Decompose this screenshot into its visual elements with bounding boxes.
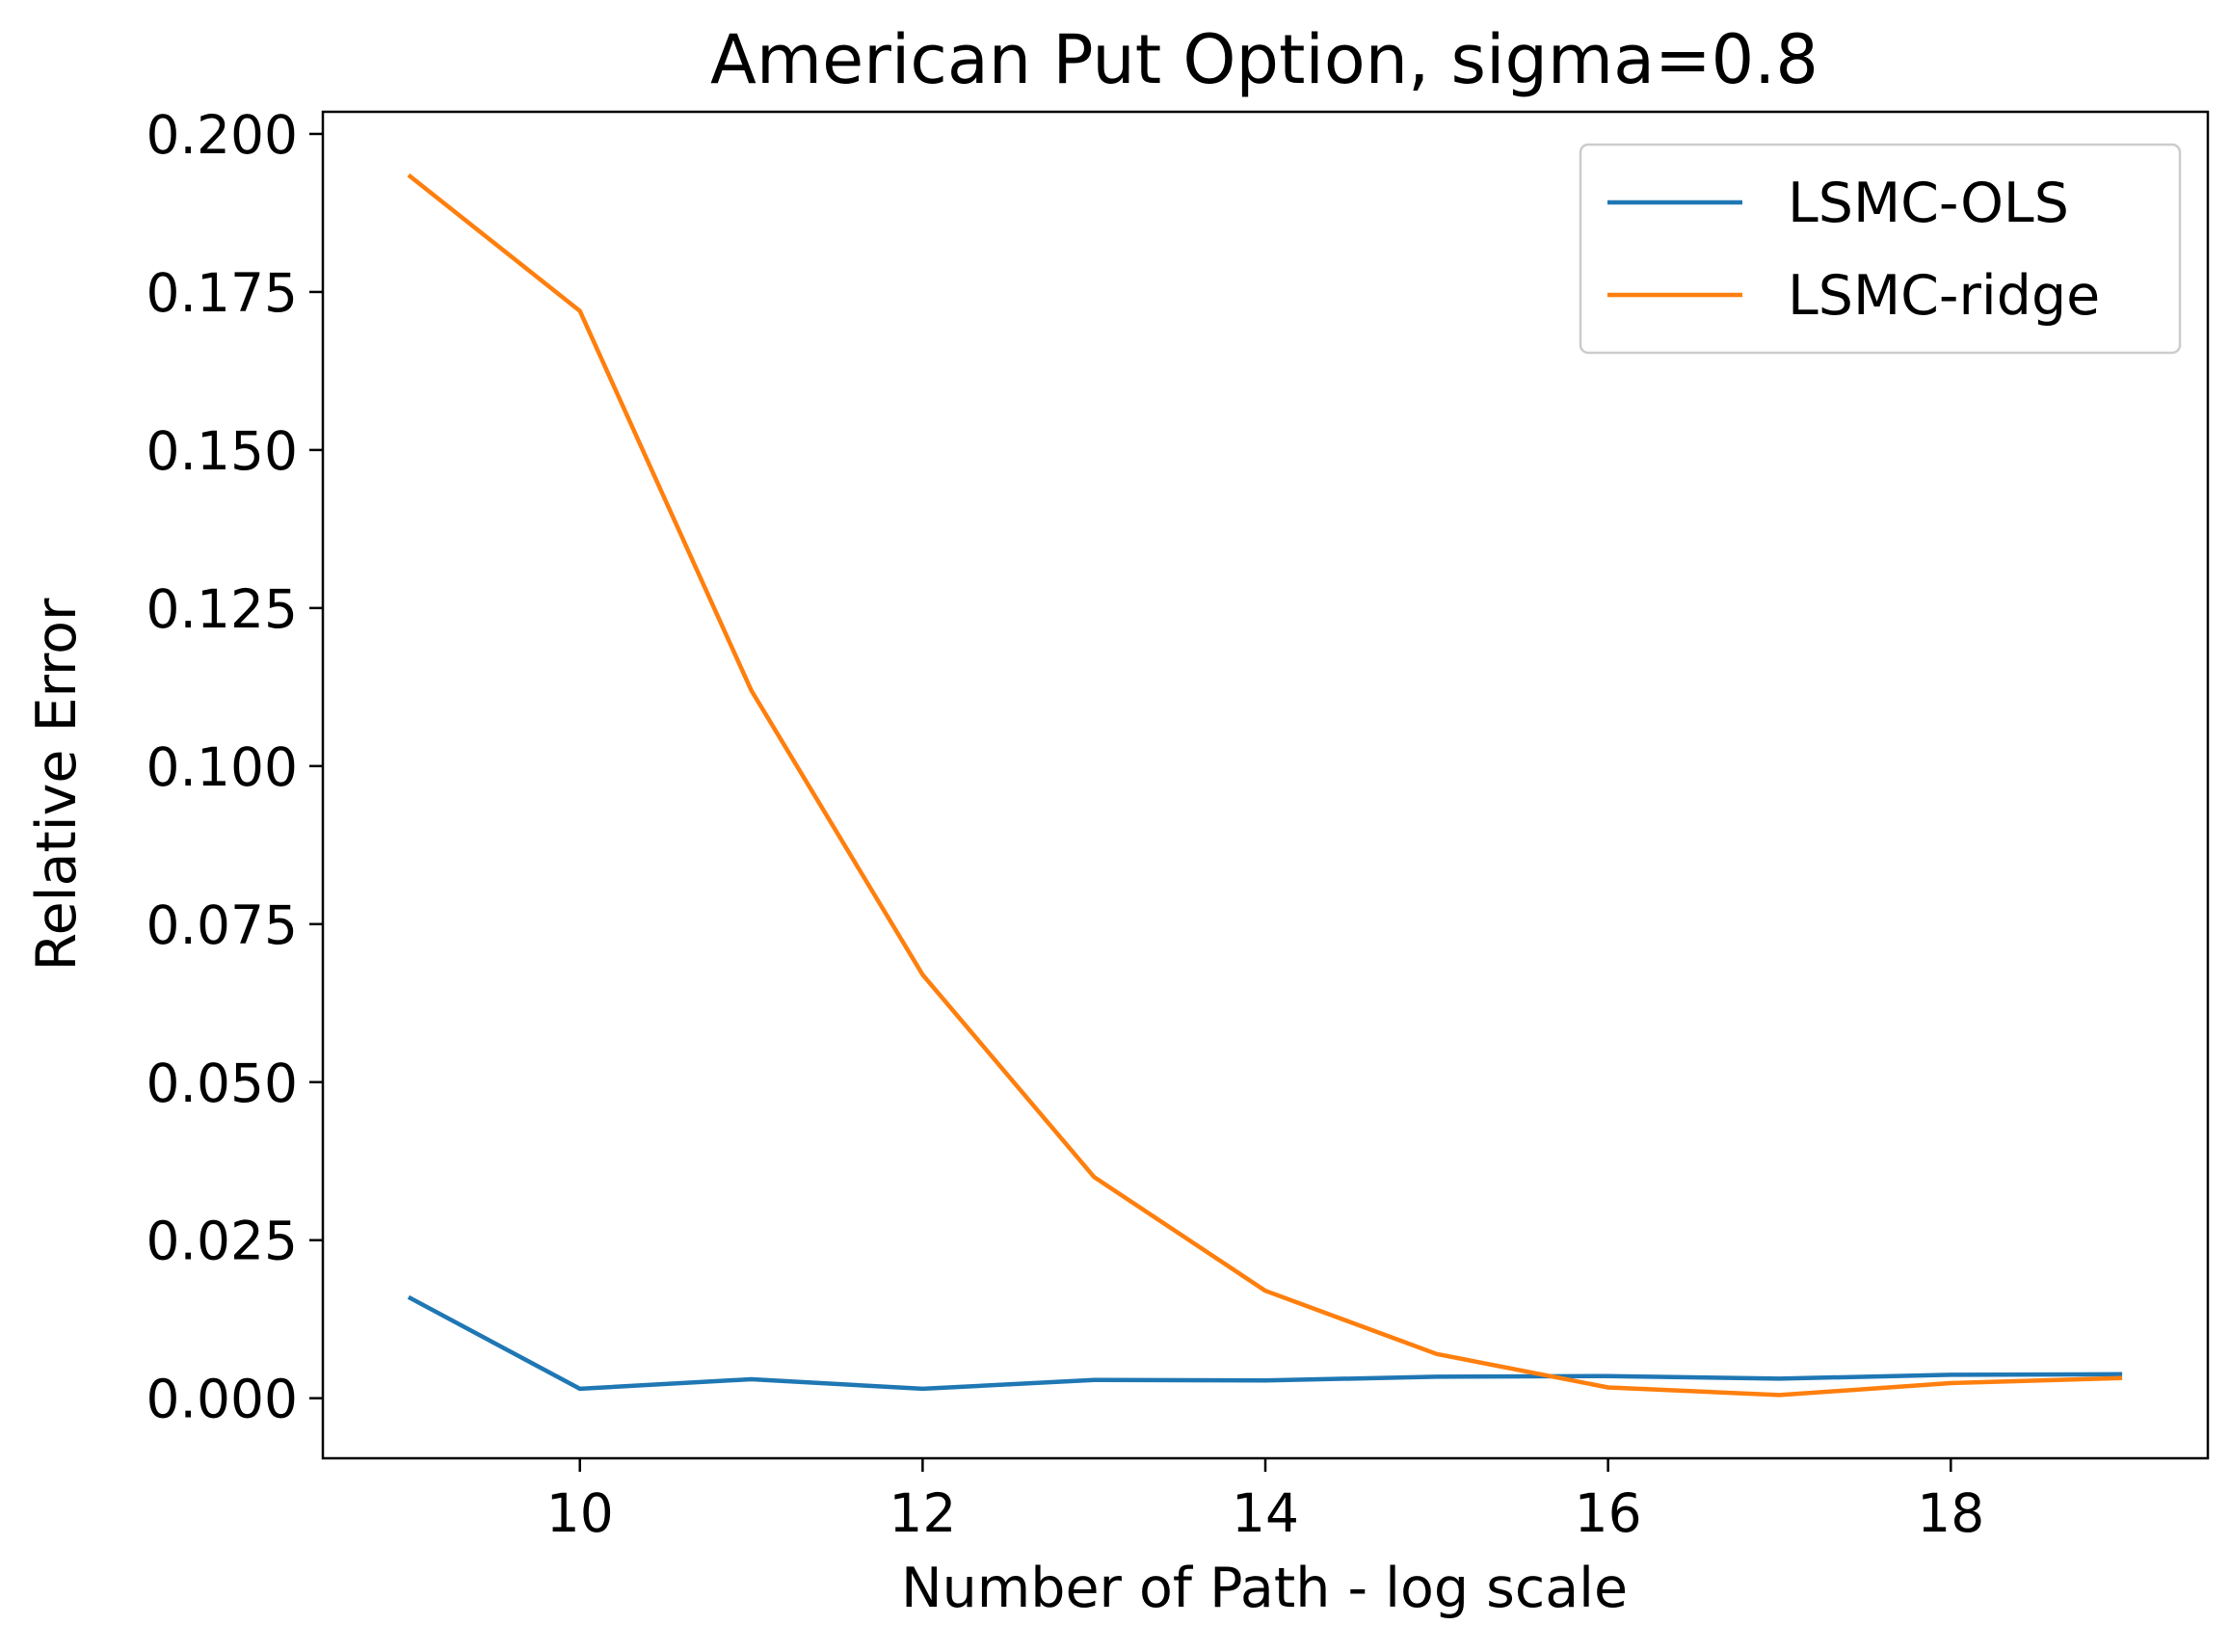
legend-label-lsmc-ols: LSMC-OLS [1788, 172, 2069, 235]
y-tick-label: 0.150 [146, 420, 298, 482]
x-axis-ticks: 10 12 14 16 18 [546, 1458, 1984, 1544]
y-tick-label: 0.000 [146, 1369, 298, 1430]
series-line-lsmc-ridge [407, 173, 2123, 1398]
y-tick-label: 0.200 [146, 104, 298, 166]
y-tick-label: 0.075 [146, 894, 298, 956]
y-tick-label: 0.025 [146, 1211, 298, 1272]
x-tick-label: 14 [1232, 1482, 1299, 1544]
y-tick-label: 0.125 [146, 578, 298, 640]
y-axis-label: Relative Error [25, 598, 89, 971]
x-tick-label: 10 [546, 1482, 614, 1544]
y-tick-label: 0.050 [146, 1052, 298, 1114]
y-tick-label: 0.175 [146, 262, 298, 324]
y-tick-label: 0.100 [146, 736, 298, 798]
series-lines [407, 173, 2123, 1398]
x-tick-label: 12 [889, 1482, 956, 1544]
series-line-lsmc-ols [407, 1294, 2123, 1392]
x-tick-label: 18 [1917, 1482, 1984, 1544]
x-tick-label: 16 [1575, 1482, 1642, 1544]
legend-box [1579, 143, 2182, 355]
legend: LSMC-OLS LSMC-ridge [1579, 143, 2182, 355]
chart-title: American Put Option, sigma=0.8 [710, 20, 1819, 99]
x-axis-label: Number of Path - log scale [901, 1557, 1628, 1620]
legend-label-lsmc-ridge: LSMC-ridge [1788, 264, 2100, 328]
plot-frame [321, 110, 2210, 1460]
y-axis-ticks: 0.000 0.025 0.050 0.075 0.100 0.125 0.150 0.175… [146, 104, 323, 1430]
